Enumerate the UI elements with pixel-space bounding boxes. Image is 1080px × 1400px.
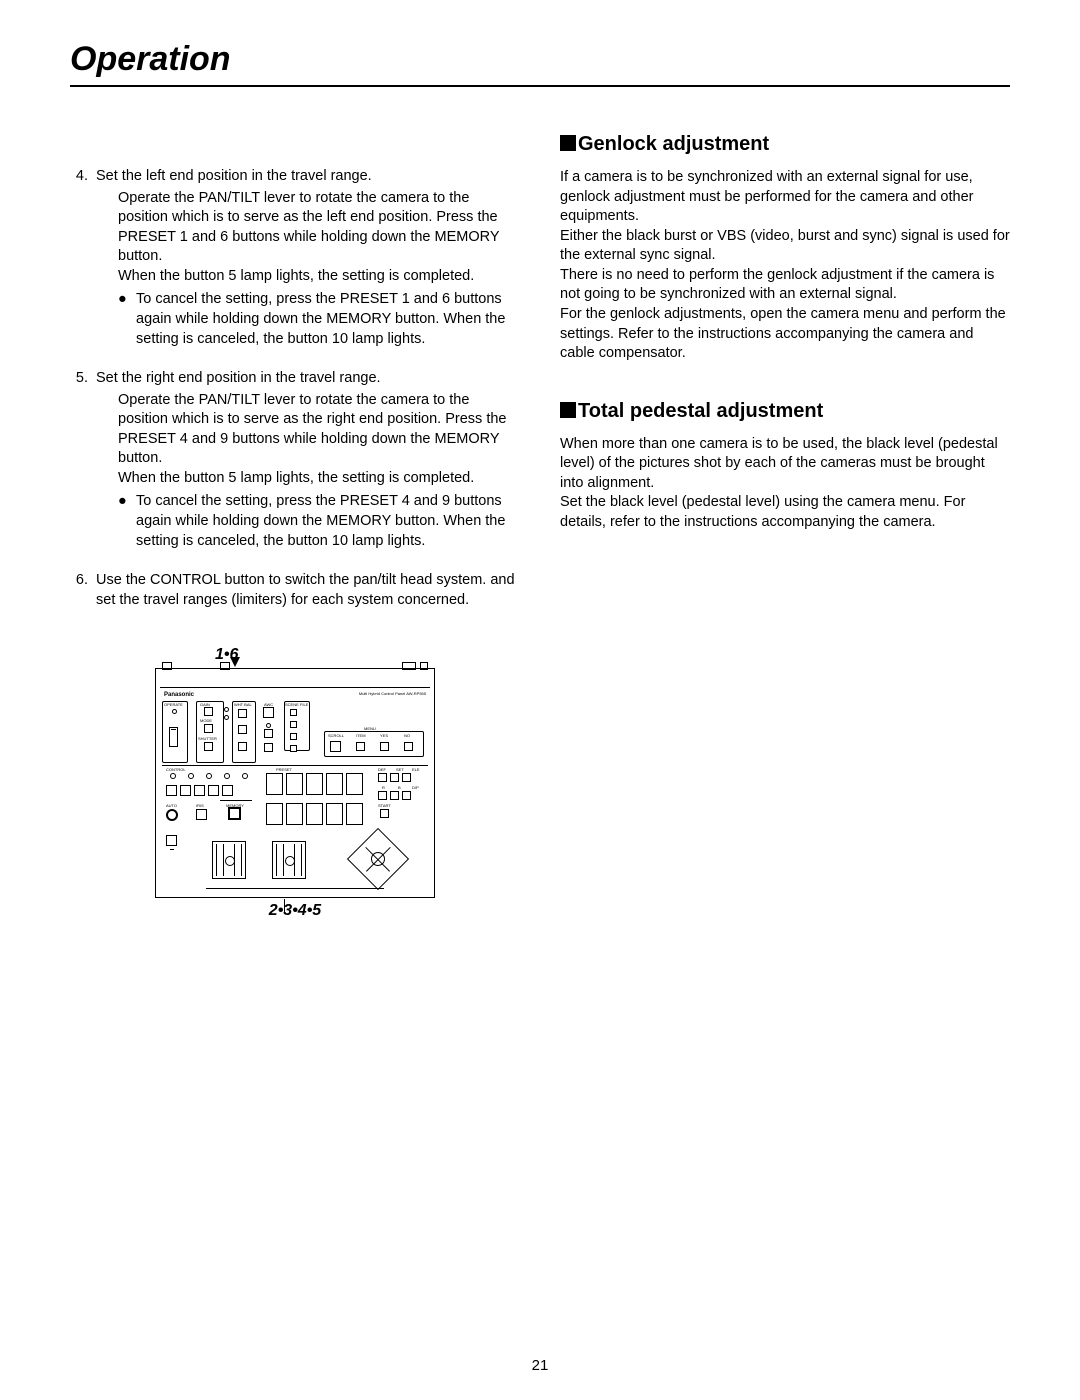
step-lead: Use the CONTROL button to switch the pan… [96, 571, 520, 610]
step-5: 5. Set the right end position in the tra… [70, 369, 520, 551]
step-body: Operate the PAN/TILT lever to rotate the… [96, 391, 520, 489]
step-body: Operate the PAN/TILT lever to rotate the… [96, 189, 520, 287]
genlock-body: If a camera is to be synchronized with a… [560, 168, 1010, 364]
step-lead: Set the right end position in the travel… [96, 369, 520, 389]
step-number: 4. [70, 167, 96, 349]
diagram-label-bottom: 2•3•4•5 [70, 900, 520, 922]
step-bullet: ● To cancel the setting, press the PRESE… [96, 492, 520, 551]
content-columns: 4. Set the left end position in the trav… [70, 127, 1010, 921]
brand-label: Panasonic [164, 691, 194, 699]
panel-outline: Panasonic Multi Hybrid Control Panel AW-… [155, 668, 435, 898]
pedestal-heading: Total pedestal adjustment [560, 398, 1010, 425]
model-label: Multi Hybrid Control Panel AW-RP555 [359, 691, 426, 696]
square-bullet-icon [560, 402, 576, 418]
left-column: 4. Set the left end position in the trav… [70, 127, 520, 921]
step-number: 5. [70, 369, 96, 551]
step-6: 6. Use the CONTROL button to switch the … [70, 571, 520, 610]
square-bullet-icon [560, 135, 576, 151]
step-number: 6. [70, 571, 96, 610]
genlock-heading: Genlock adjustment [560, 131, 1010, 158]
step-lead: Set the left end position in the travel … [96, 167, 520, 187]
step-4: 4. Set the left end position in the trav… [70, 167, 520, 349]
pedestal-body: When more than one camera is to be used,… [560, 435, 1010, 533]
page-title: Operation [70, 40, 1010, 87]
step-bullet: ● To cancel the setting, press the PRESE… [96, 290, 520, 349]
page-number: 21 [0, 1357, 1080, 1374]
control-panel-diagram: 1•6 Panasonic Multi Hybrid Control Panel… [70, 644, 520, 921]
right-column: Genlock adjustment If a camera is to be … [560, 127, 1010, 921]
